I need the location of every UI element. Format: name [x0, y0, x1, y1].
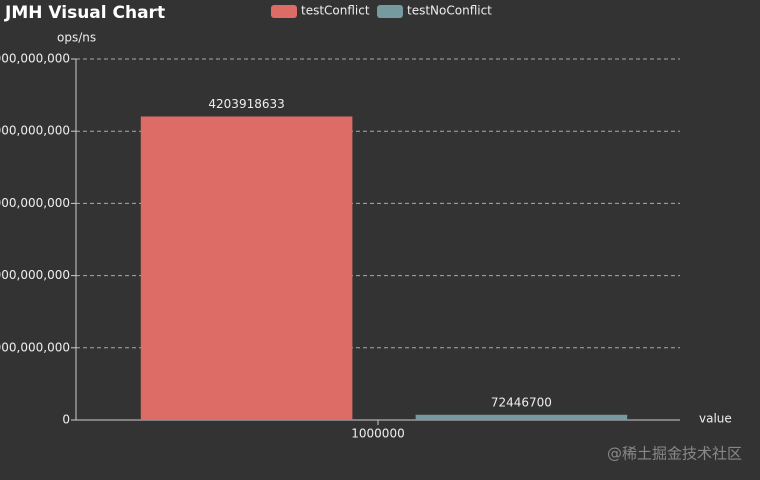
bar: [415, 414, 628, 420]
y-axis-label: ops/ns: [57, 31, 96, 45]
legend-swatch: [271, 5, 297, 18]
y-tick-label: 5,000,000,000: [0, 52, 70, 66]
y-tick-label: 1,000,000,000: [0, 340, 70, 354]
legend-label: testNoConflict: [407, 4, 492, 18]
value-label: 72446700: [491, 395, 552, 409]
y-tick-label: 2,000,000,000: [0, 268, 70, 282]
chart-title: JMH Visual Chart: [4, 3, 165, 23]
y-tick-label: 4,000,000,000: [0, 124, 70, 138]
value-label: 4203918633: [208, 97, 284, 111]
watermark: @稀土掘金技术社区: [607, 445, 742, 463]
legend-swatch: [377, 5, 403, 18]
legend-label: testConflict: [301, 4, 370, 18]
y-tick-label: 3,000,000,000: [0, 196, 70, 210]
bar: [140, 116, 353, 420]
y-tick-label: 0: [62, 413, 70, 427]
x-tick-label: 1000000: [351, 427, 404, 441]
x-axis-label: value: [699, 412, 732, 426]
